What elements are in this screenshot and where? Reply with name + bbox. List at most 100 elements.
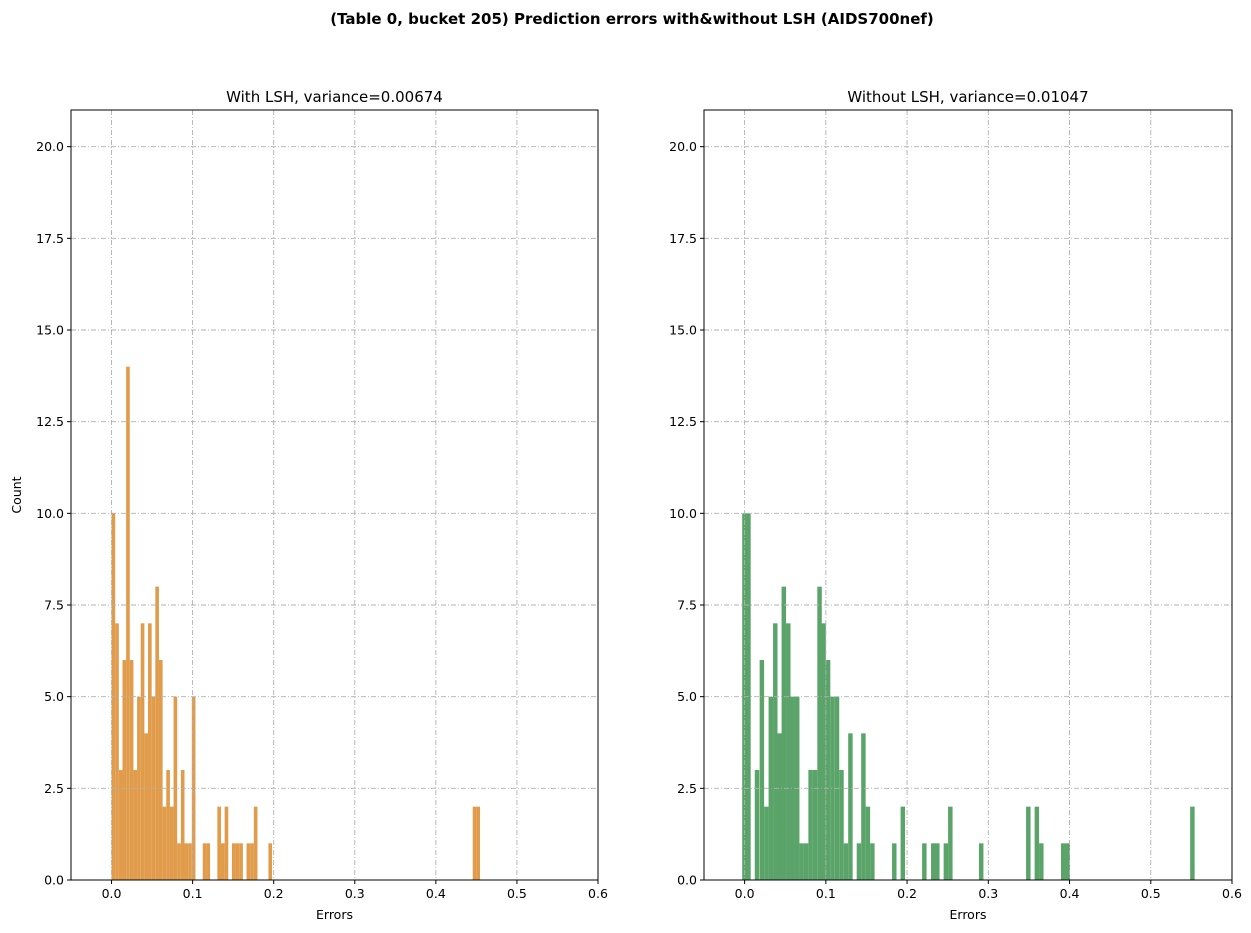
y-tick-label: 10.0 [669, 506, 697, 521]
x-tick-label: 0.6 [1222, 886, 1242, 901]
y-tick-label: 7.5 [44, 598, 64, 613]
y-tick-label: 12.5 [36, 414, 64, 429]
histogram-bar [118, 770, 123, 880]
histogram-bar [1034, 806, 1040, 880]
x-tick-label: 0.4 [426, 886, 446, 901]
histogram-bar [202, 843, 207, 880]
histogram-bar [126, 366, 130, 880]
histogram-bar [184, 843, 189, 880]
x-axis-label: Errors [950, 907, 987, 922]
axes-title: With LSH, variance=0.00674 [226, 88, 443, 106]
histogram-bar [978, 843, 984, 880]
histogram-bar [235, 843, 240, 880]
histogram-bar [1065, 843, 1070, 880]
histogram-bar [115, 623, 119, 880]
histogram-bar [825, 660, 831, 880]
y-tick-label: 2.5 [44, 781, 64, 796]
axes-frame [70, 109, 599, 881]
histogram-bar [812, 770, 818, 880]
y-tick-label: 15.0 [669, 323, 697, 338]
histogram-bar [1026, 806, 1031, 880]
histogram-bar [931, 843, 936, 880]
histogram-bar [253, 806, 258, 880]
histogram-bar [830, 696, 835, 880]
y-tick-label: 5.0 [44, 689, 64, 704]
y-tick-label: 0.0 [677, 873, 697, 888]
histogram-bar [206, 843, 211, 880]
histogram-with-lsh: 0.0 0.1 0.2 0.3 0.4 0.5 0.6 0.0 2.5 5.0 7.5 10.0 12.… [9, 88, 608, 922]
histogram-bar [754, 770, 760, 880]
histogram-bar [773, 623, 778, 880]
x-axis-label: Errors [316, 907, 353, 922]
y-tick-label: 17.5 [669, 231, 697, 246]
histogram-bar [148, 623, 152, 880]
histogram-bar [764, 806, 769, 880]
histogram-bar [158, 660, 163, 880]
histogram-bar [943, 843, 949, 880]
x-tick-label: 0.0 [102, 886, 122, 901]
histogram-bar [140, 623, 145, 880]
x-tick-label: 0.3 [978, 886, 998, 901]
histogram-bar [781, 586, 787, 880]
histogram-bar [922, 843, 927, 880]
histogram-bar [786, 623, 791, 880]
histogram-bar [250, 843, 254, 880]
histogram-bar [1061, 843, 1066, 880]
histogram-bar [122, 660, 127, 880]
x-tick-label: 0.6 [588, 886, 608, 901]
figure-suptitle: (Table 0, bucket 205) Prediction errors … [330, 10, 934, 28]
histogram-bar [856, 843, 862, 880]
x-tick-label: 0.1 [183, 886, 203, 901]
y-tick-label: 2.5 [677, 781, 697, 796]
axes-frame [703, 109, 1233, 881]
histogram-bar [848, 733, 853, 880]
histogram-bar [892, 843, 897, 880]
histogram-bar [817, 586, 822, 880]
x-tick-label: 0.5 [1141, 886, 1161, 901]
histogram-bar [1190, 806, 1195, 880]
histogram-bar [268, 843, 273, 880]
y-tick-label: 12.5 [669, 414, 697, 429]
x-tick-label: 0.3 [345, 886, 365, 901]
histogram-bar [155, 586, 159, 880]
histogram-bar [935, 843, 940, 880]
histogram-bar [177, 843, 181, 880]
x-tick-label: 0.0 [735, 886, 755, 901]
histogram-bar [246, 843, 251, 880]
y-tick-label: 20.0 [36, 139, 64, 154]
histogram-bar [231, 843, 236, 880]
x-tick-label: 0.4 [1060, 886, 1080, 901]
histogram-bar [843, 843, 849, 880]
y-axis-label: Count [9, 476, 24, 513]
x-tick-label: 0.2 [897, 886, 917, 901]
histogram-bar [224, 806, 229, 880]
histogram-without-lsh: 0.0 0.1 0.2 0.3 0.4 0.5 0.6 0.0 2.5 5.0 7.5 10.0 12.… [669, 88, 1242, 922]
x-tick-label: 0.1 [816, 886, 836, 901]
histogram-bar [162, 806, 167, 880]
histogram-bar [220, 843, 225, 880]
x-tick-label: 0.2 [264, 886, 284, 901]
histogram-bar [759, 660, 765, 880]
histogram-bar [166, 770, 170, 880]
histogram-bar [768, 696, 774, 880]
y-tick-label: 17.5 [36, 231, 64, 246]
histogram-bar [180, 770, 185, 880]
histogram-bar [169, 806, 174, 880]
histogram-bar [239, 843, 243, 880]
histogram-bar [900, 806, 906, 880]
histogram-bar [799, 843, 804, 880]
histogram-bar [865, 806, 871, 880]
histogram-bar [839, 770, 844, 880]
histogram-bar [129, 660, 134, 880]
histogram-bar [188, 843, 192, 880]
histogram-bar [472, 806, 477, 880]
histogram-bar [861, 733, 866, 880]
histogram-bar [777, 733, 782, 880]
histogram-bar [870, 843, 875, 880]
y-tick-label: 10.0 [36, 506, 64, 521]
y-tick-label: 0.0 [44, 873, 64, 888]
histogram-bar [1039, 843, 1044, 880]
histogram-bar [790, 696, 795, 880]
histogram-bar [803, 843, 809, 880]
y-tick-label: 5.0 [677, 689, 697, 704]
